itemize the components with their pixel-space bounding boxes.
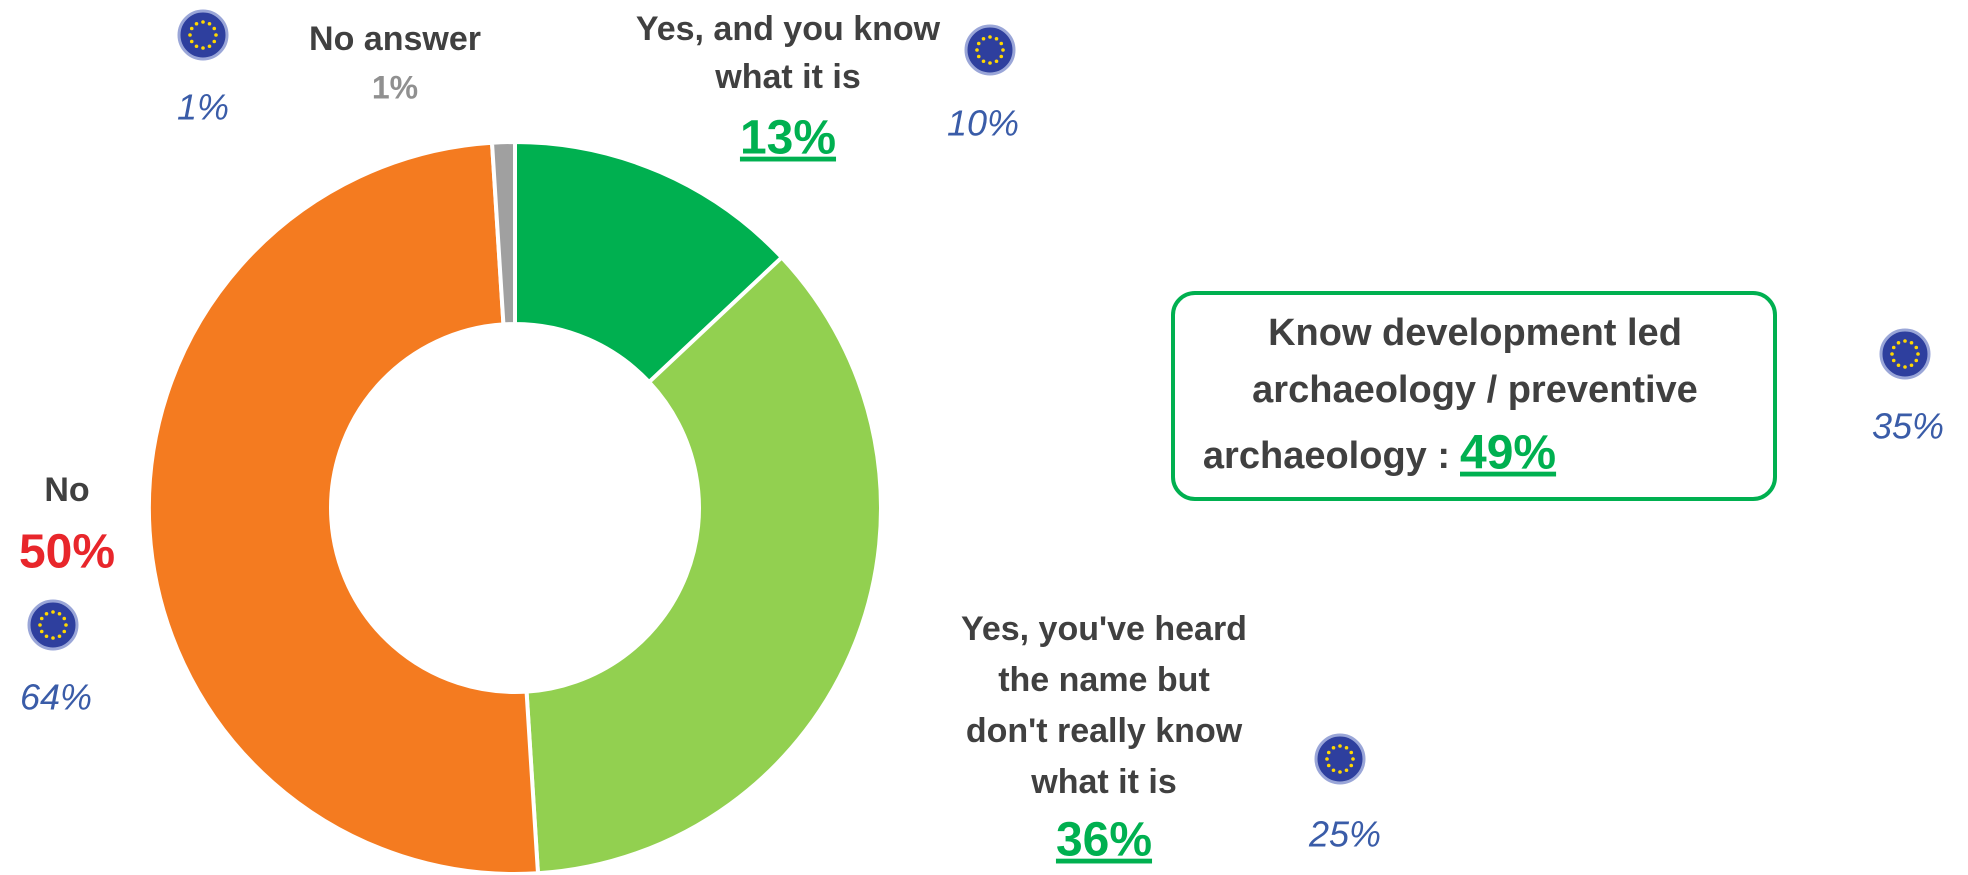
summary-value: 49%	[1460, 427, 1556, 480]
icon-star	[1349, 763, 1354, 768]
icon-star	[207, 21, 212, 26]
icon-star	[207, 44, 212, 49]
icon-star	[62, 616, 67, 621]
eu-flag-icon	[27, 599, 79, 651]
slice-label: Yes, and you know	[636, 10, 941, 48]
icon-star	[57, 611, 62, 616]
icon-star	[212, 26, 217, 31]
icon-star	[189, 39, 194, 44]
icon-star	[201, 20, 205, 24]
slice-value-label: 1%	[372, 69, 418, 105]
icon-star	[1914, 345, 1919, 350]
icon-star	[1903, 339, 1907, 343]
icon-circle	[1879, 328, 1931, 380]
icon-star	[1326, 750, 1331, 755]
icon-star	[1349, 750, 1354, 755]
slice-value-label: 36%	[1056, 814, 1152, 867]
icon-star	[976, 41, 981, 46]
icon-star	[214, 33, 218, 37]
slice-label: No answer	[309, 20, 481, 58]
icon-star	[976, 54, 981, 59]
icon-star	[1896, 363, 1901, 368]
slice-value-label: 13%	[740, 112, 836, 165]
summary-box	[1171, 291, 1777, 501]
icon-star	[57, 634, 62, 639]
icon-circle	[27, 599, 79, 651]
icon-star	[194, 44, 199, 49]
icon-star	[194, 21, 199, 26]
eu-value-label: 35%	[1872, 406, 1944, 447]
eu-value-label: 10%	[947, 103, 1019, 144]
icon-circle	[964, 24, 1016, 76]
eu-value-label: 64%	[20, 677, 92, 718]
icon-star	[1914, 358, 1919, 363]
icon-star	[212, 39, 217, 44]
summary-text: archaeology / preventive	[1252, 369, 1698, 411]
icon-star	[38, 623, 42, 627]
icon-star	[39, 629, 44, 634]
icon-star	[1351, 757, 1355, 761]
donut-slice	[489, 139, 517, 327]
slice-label: Yes, you've heard	[961, 610, 1247, 648]
slice-label: No	[44, 471, 89, 509]
icon-star	[64, 623, 68, 627]
donut-slice	[147, 140, 541, 875]
icon-star	[1891, 345, 1896, 350]
icon-star	[1325, 757, 1329, 761]
icon-star	[994, 59, 999, 64]
eu-value-label: 1%	[177, 87, 229, 128]
icon-star	[51, 610, 55, 614]
icon-star	[994, 36, 999, 41]
icon-star	[51, 636, 55, 640]
summary-text: archaeology :	[1203, 435, 1450, 477]
eu-flag-icon	[1879, 328, 1931, 380]
slice-label: what it is	[1030, 763, 1176, 801]
icon-star	[1909, 340, 1914, 345]
icon-star	[1916, 352, 1920, 356]
icon-circle	[1314, 733, 1366, 785]
icon-star	[988, 61, 992, 65]
donut-slice	[524, 254, 883, 875]
eu-value-label: 25%	[1308, 814, 1381, 855]
icon-star	[1896, 340, 1901, 345]
icon-star	[189, 26, 194, 31]
icon-star	[1909, 363, 1914, 368]
icon-star	[1344, 768, 1349, 773]
icon-circle	[177, 9, 229, 61]
donut-slice	[513, 139, 785, 385]
icon-star	[1344, 745, 1349, 750]
icon-star	[981, 36, 986, 41]
eu-flag-icon	[177, 9, 229, 61]
icon-star	[981, 59, 986, 64]
icon-star	[44, 634, 49, 639]
icon-star	[1331, 745, 1336, 750]
icon-star	[999, 41, 1004, 46]
eu-flag-icon	[1314, 733, 1366, 785]
icon-star	[988, 35, 992, 39]
icon-star	[62, 629, 67, 634]
icon-star	[1001, 48, 1005, 52]
icon-star	[1331, 768, 1336, 773]
icon-star	[188, 33, 192, 37]
icon-star	[1338, 744, 1342, 748]
icon-star	[1326, 763, 1331, 768]
icon-star	[999, 54, 1004, 59]
icon-star	[201, 46, 205, 50]
slice-value-label: 50%	[19, 526, 115, 579]
icon-star	[44, 611, 49, 616]
slice-label: don't really know	[966, 712, 1243, 750]
summary-text: Know development led	[1268, 312, 1682, 354]
slice-label: the name but	[998, 661, 1210, 699]
slice-label: what it is	[714, 58, 860, 96]
icon-star	[975, 48, 979, 52]
icon-star	[1890, 352, 1894, 356]
icon-star	[1891, 358, 1896, 363]
icon-star	[1903, 365, 1907, 369]
icon-star	[39, 616, 44, 621]
eu-flag-icon	[964, 24, 1016, 76]
icon-star	[1338, 770, 1342, 774]
